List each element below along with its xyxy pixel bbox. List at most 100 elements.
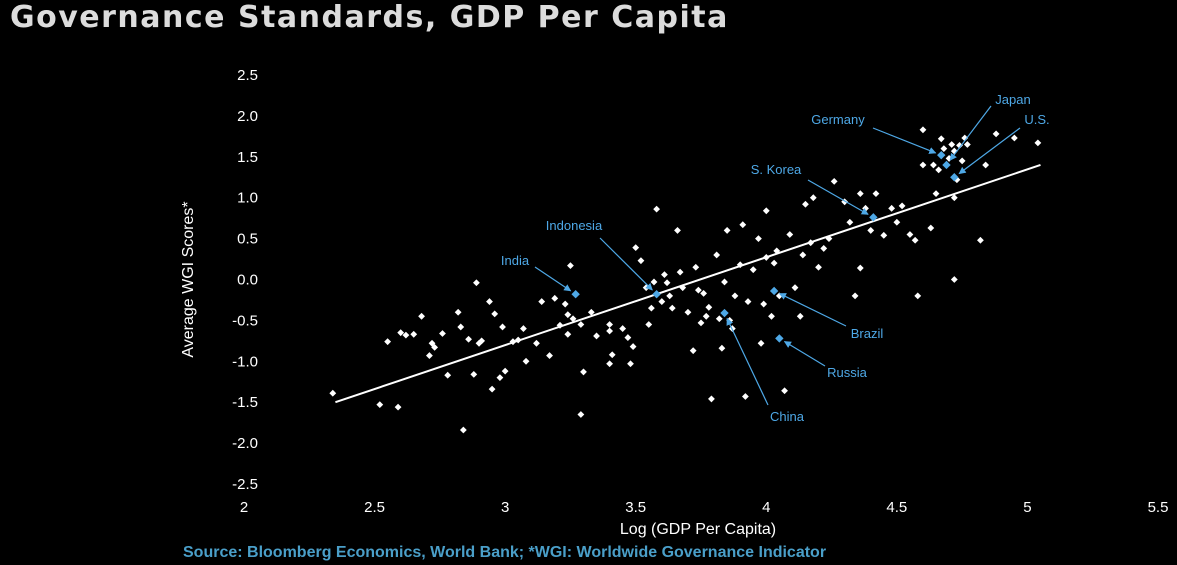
data-point	[645, 321, 653, 328]
data-point	[927, 224, 935, 232]
data-point	[397, 329, 405, 337]
y-tick-label: 0.5	[237, 231, 258, 248]
data-point	[919, 126, 927, 134]
data-point	[786, 231, 794, 238]
data-point	[627, 360, 634, 368]
data-point	[977, 236, 984, 244]
data-point	[684, 308, 692, 316]
data-point	[950, 276, 958, 283]
x-tick-label: 5	[1023, 499, 1031, 516]
data-point	[773, 247, 781, 255]
data-point	[708, 395, 715, 403]
data-point	[567, 262, 574, 269]
data-point	[775, 292, 783, 300]
data-point	[893, 218, 901, 226]
data-point	[642, 284, 650, 292]
data-point	[796, 312, 804, 320]
data-point	[658, 298, 666, 305]
data-point	[606, 327, 613, 335]
data-point	[663, 279, 671, 287]
data-point	[937, 135, 945, 143]
annotation-arrow	[783, 340, 826, 367]
y-tick-label: 0.0	[237, 272, 258, 289]
x-tick-label: 3.5	[625, 499, 646, 516]
data-point	[418, 312, 425, 320]
y-tick-label: -1.5	[232, 394, 258, 411]
data-point	[1034, 139, 1042, 147]
data-point	[478, 337, 486, 345]
data-point	[932, 190, 940, 198]
x-tick-label: 4	[762, 499, 770, 516]
data-point	[830, 177, 838, 185]
data-point	[768, 312, 775, 320]
data-point	[394, 403, 402, 411]
data-point	[872, 190, 880, 198]
data-point	[624, 334, 632, 341]
highlight-point	[869, 213, 878, 222]
data-point	[426, 352, 433, 359]
x-tick-label: 2.5	[364, 499, 385, 516]
highlight-point	[571, 290, 580, 299]
y-tick-label: -0.5	[232, 312, 258, 329]
x-axis-title: Log (GDP Per Capita)	[620, 521, 776, 538]
data-point	[705, 303, 713, 311]
annotation-arrow	[949, 105, 992, 161]
data-point	[384, 338, 392, 346]
data-point	[577, 411, 585, 418]
data-point	[376, 401, 384, 409]
data-point	[958, 157, 966, 165]
data-point	[692, 263, 700, 271]
source-note: Source: Bloomberg Economics, World Bank;…	[183, 544, 827, 561]
data-point	[867, 227, 875, 234]
annotation-label: U.S.	[1024, 112, 1049, 127]
highlight-point	[775, 334, 784, 343]
y-tick-label: -2.0	[232, 435, 258, 452]
trendline-group	[335, 164, 1041, 404]
data-point	[935, 166, 943, 174]
data-point	[522, 357, 530, 365]
data-point	[940, 145, 948, 153]
data-point	[569, 315, 577, 323]
data-point	[520, 325, 527, 332]
annotation-label: Germany	[811, 112, 865, 127]
data-point	[749, 266, 757, 274]
data-point	[551, 294, 559, 302]
data-point	[402, 331, 410, 339]
data-point	[439, 330, 446, 337]
data-point	[457, 323, 465, 331]
data-point	[459, 426, 467, 434]
x-tick-label: 3	[501, 499, 509, 516]
data-point	[647, 304, 655, 312]
data-point	[950, 194, 958, 202]
data-point	[538, 298, 546, 305]
data-point	[820, 245, 828, 252]
data-point	[731, 292, 739, 300]
data-point	[499, 323, 506, 331]
data-point	[561, 300, 569, 308]
annotation-label: Indonesia	[546, 218, 603, 233]
annotation-arrow	[599, 237, 653, 291]
highlight-point	[652, 290, 661, 299]
data-point	[715, 315, 723, 323]
annotation-arrow	[958, 127, 1021, 175]
data-point	[851, 292, 859, 300]
highlight-point	[942, 160, 951, 170]
highlight-point	[769, 286, 779, 296]
data-point	[770, 259, 778, 267]
highlight-point	[950, 173, 959, 182]
data-point	[948, 141, 956, 148]
data-point	[762, 254, 770, 261]
data-point	[668, 304, 676, 312]
annotation-label: Russia	[827, 365, 868, 380]
data-point	[906, 231, 914, 238]
data-point	[676, 268, 684, 276]
data-point	[674, 227, 681, 234]
data-point	[689, 347, 697, 355]
annotations: Japan U.S. Germany S. Korea Indonesia India Br…	[501, 92, 1050, 424]
data-point	[608, 351, 616, 359]
data-point	[713, 251, 721, 259]
x-tick-label: 5.5	[1148, 499, 1169, 516]
data-point	[700, 290, 708, 297]
data-point	[846, 218, 854, 226]
y-tick-label: 2.0	[237, 108, 258, 125]
